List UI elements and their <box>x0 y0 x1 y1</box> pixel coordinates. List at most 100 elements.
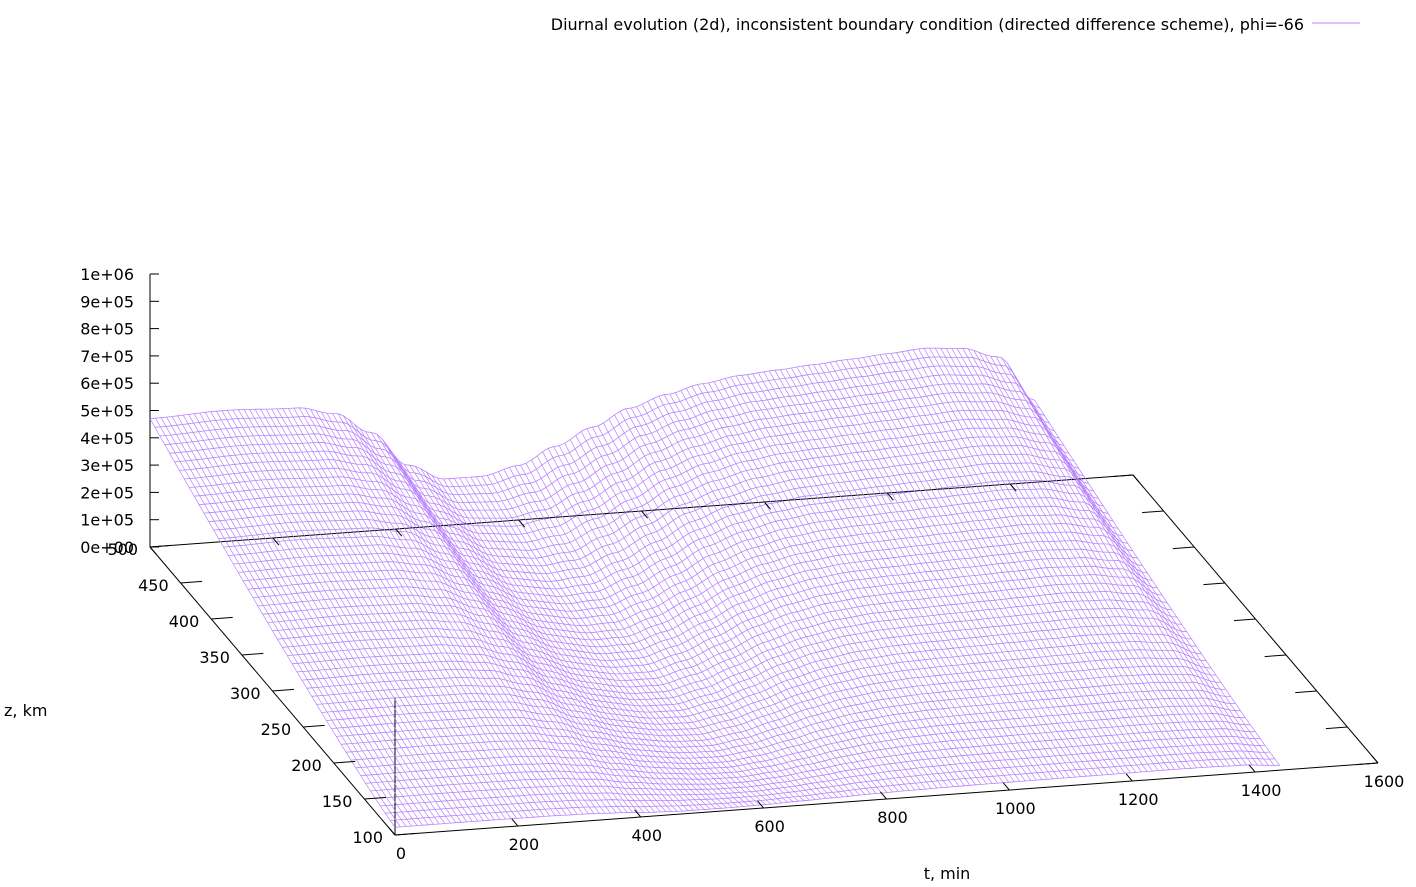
surface-t-line <box>332 413 578 815</box>
x-tick-back <box>1132 474 1140 483</box>
x-tick-back <box>886 492 894 501</box>
y-tick-label: 400 <box>169 612 200 631</box>
z-tick-label: 4e+05 <box>80 429 134 448</box>
surface-t-line <box>149 418 396 828</box>
surface-t-line <box>868 356 1115 775</box>
surface-z-line <box>272 565 1158 668</box>
surface-t-line <box>542 451 788 803</box>
surface-t-line <box>735 375 982 785</box>
surface-t-line <box>409 465 656 813</box>
x-tick-back <box>149 546 157 555</box>
surface-t-line <box>293 407 540 818</box>
x-axis-label: t, min <box>924 864 971 883</box>
x-tick <box>1371 755 1379 764</box>
surface-z-line <box>262 548 1148 655</box>
surface-t-line <box>597 425 844 798</box>
surface-t-line <box>464 477 711 810</box>
surface-t-line <box>990 355 1236 766</box>
surface-t-line <box>304 407 551 817</box>
y-tick-right <box>1142 510 1164 514</box>
surface-t-line <box>603 422 849 797</box>
surface-t-line <box>741 375 987 785</box>
surface-t-line <box>387 446 634 813</box>
surface-t-line <box>276 408 523 819</box>
x-tick-label: 1000 <box>995 799 1036 818</box>
surface-t-line <box>713 381 960 787</box>
x-tick-label: 200 <box>509 835 540 854</box>
surface-t-line <box>420 468 667 812</box>
surface-t-line <box>442 478 689 811</box>
surface-t-line <box>785 368 1032 781</box>
tick-marks <box>149 273 1379 836</box>
y-tick-right <box>1233 618 1256 622</box>
surface-t-line <box>509 467 755 806</box>
surface-t-line <box>719 379 965 787</box>
surface-t-line <box>376 433 622 813</box>
surface-t-line <box>210 411 457 823</box>
surface-t-line <box>437 477 683 812</box>
surface-t-line <box>680 390 927 790</box>
z-tick-label: 7e+05 <box>80 347 134 366</box>
surface-t-line <box>381 438 628 813</box>
surface-t-line <box>586 428 833 799</box>
y-tick-label: 500 <box>107 540 138 559</box>
surface-t-line <box>818 363 1065 779</box>
surface-t-line <box>835 361 1081 777</box>
surface-t-line <box>520 465 766 805</box>
surface-t-line <box>249 409 495 821</box>
surface-t-line <box>260 409 506 820</box>
surface-t-line <box>807 365 1054 780</box>
surface-t-line <box>967 348 1214 768</box>
y-tick-right <box>1356 762 1379 766</box>
y-tick-right <box>1111 474 1134 478</box>
surface-t-line <box>503 469 750 807</box>
surface-t-line <box>227 410 473 822</box>
y-tick <box>272 688 295 692</box>
surface-t-line <box>984 354 1231 767</box>
surface-t-line <box>287 408 534 818</box>
surface-t-line <box>199 412 446 824</box>
surface-t-line <box>553 446 799 802</box>
z-tick-label: 2e+05 <box>80 483 134 502</box>
surface-t-line <box>359 428 606 814</box>
y-tick-label: 250 <box>261 720 292 739</box>
surface-t-line <box>370 432 617 814</box>
y-tick-right <box>1295 690 1317 694</box>
surface-t-line <box>851 358 1098 776</box>
x-tick-label: 600 <box>754 817 785 836</box>
surface-t-line <box>956 348 1203 768</box>
surface-t-line <box>907 350 1153 772</box>
x-tick-back <box>395 528 403 537</box>
surface-t-line <box>829 362 1076 778</box>
y-tick-label: 100 <box>352 828 383 847</box>
surface-t-line <box>481 476 728 809</box>
surface-t-line <box>791 367 1037 781</box>
surface-t-line <box>326 412 573 816</box>
z-tick-label: 1e+06 <box>80 265 134 284</box>
surface-t-line <box>321 411 567 816</box>
surface-t-line <box>343 415 589 815</box>
surface-t-line <box>492 473 739 808</box>
surface-t-line <box>569 439 816 800</box>
surface-t-line <box>995 356 1242 766</box>
surface-t-line <box>614 414 860 796</box>
y-tick-label: 150 <box>322 792 353 811</box>
surface-t-line <box>885 353 1131 774</box>
surface-z-line <box>149 347 1035 480</box>
x-tick-back <box>272 537 280 546</box>
y-tick-label: 350 <box>199 648 230 667</box>
surface-t-line <box>448 478 694 811</box>
surface-t-line <box>879 354 1126 774</box>
surface-t-line <box>862 357 1109 775</box>
surface-t-line <box>619 411 866 795</box>
surface-t-line <box>813 364 1059 779</box>
surface-t-line <box>393 453 639 813</box>
surface-t-line <box>636 406 882 794</box>
surface-t-line <box>962 348 1209 768</box>
surface-t-line <box>1034 400 1280 766</box>
x-tick-back <box>518 519 526 528</box>
surface-t-line <box>238 409 484 821</box>
x-tick <box>1248 764 1256 773</box>
